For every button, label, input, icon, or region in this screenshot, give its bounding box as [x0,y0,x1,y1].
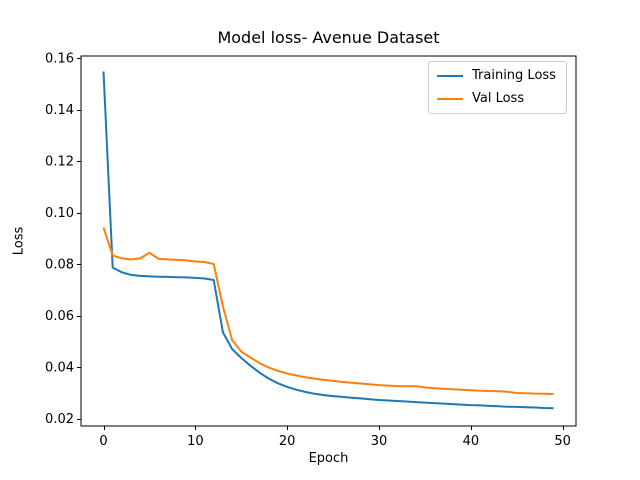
legend-label-val-loss: Val Loss [472,91,525,106]
legend-label-training-loss: Training Loss [472,68,556,83]
x-tick-label: 20 [279,434,296,449]
y-tick-label: 0.12 [45,155,74,170]
y-tick-label: 0.04 [45,361,74,376]
x-tick-label: 10 [187,434,204,449]
legend-item-training-loss: Training Loss [437,67,556,85]
training-loss-line-swatch [437,75,463,77]
x-tick-label: 30 [371,434,388,449]
y-tick-label: 0.06 [45,309,74,324]
val-loss-line-swatch [437,98,463,100]
x-tick-label: 40 [463,434,480,449]
y-tick-label: 0.10 [45,206,74,221]
y-tick-label: 0.14 [45,103,74,118]
y-tick-label: 0.08 [45,258,74,273]
training-loss-line [102,71,554,410]
val-loss-line [102,227,554,396]
x-tick-label: 0 [99,434,107,449]
x-axis-label: Epoch [308,451,349,466]
chart-title: Model loss- Avenue Dataset [217,28,440,47]
y-tick-label: 0.16 [45,52,74,67]
legend-item-val-loss: Val Loss [437,90,556,108]
axes-frame [80,55,577,427]
y-tick-label: 0.02 [45,412,74,427]
x-tick-label: 50 [554,434,571,449]
legend: Training Loss Val Loss [428,61,567,114]
